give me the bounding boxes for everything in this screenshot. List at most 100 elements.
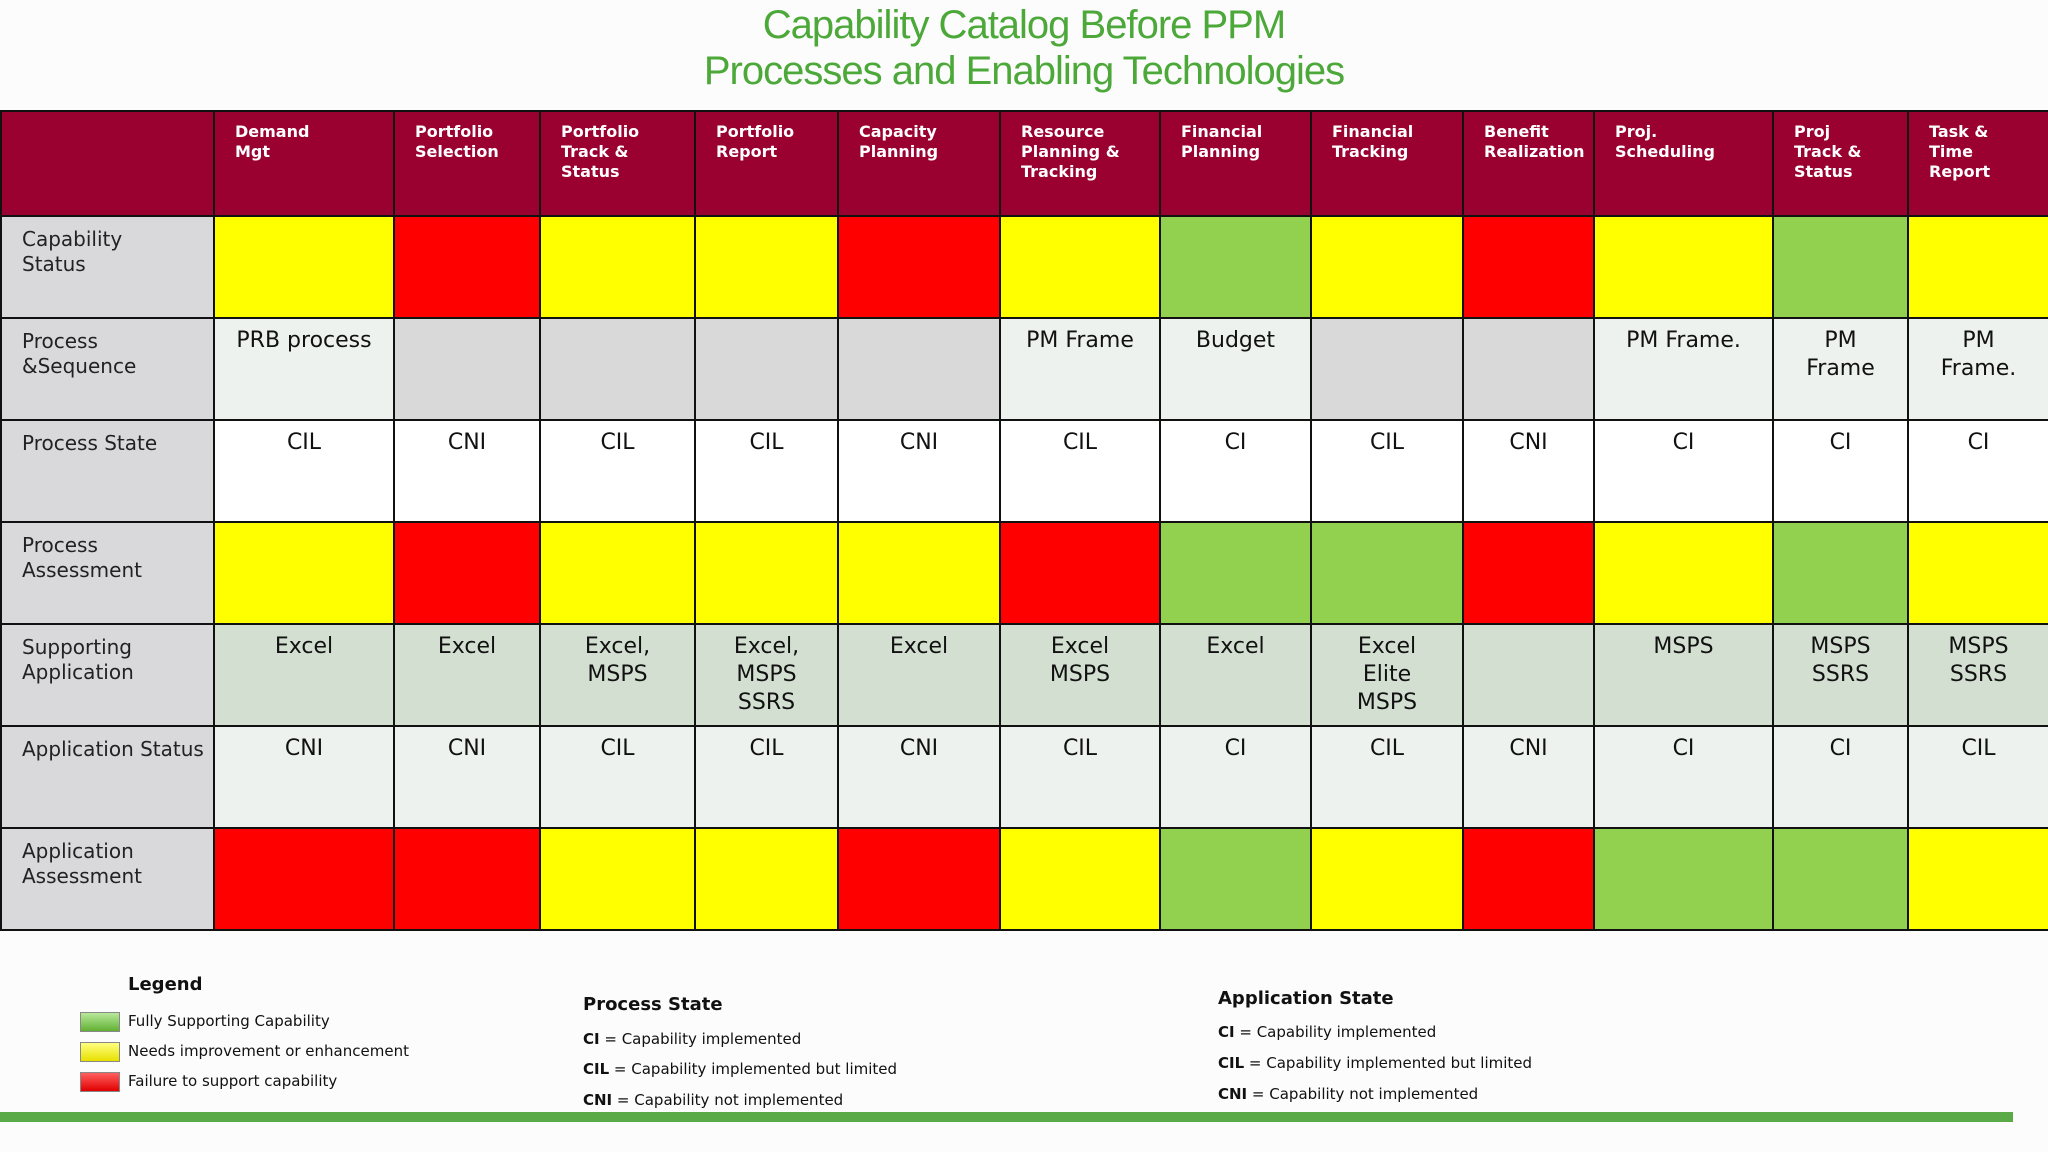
status-cell-red [213, 827, 395, 931]
status-cell-yellow [539, 215, 696, 319]
header-row: Demand Mgt Portfolio Selection Portfolio… [0, 110, 2048, 217]
column-header: Portfolio Track & Status [539, 110, 696, 217]
row-header: Process State [0, 419, 215, 523]
process-state-ci: CI = Capability implemented [583, 1030, 802, 1048]
column-header: Proj. Scheduling [1593, 110, 1774, 217]
table-cell: CIL [539, 419, 696, 523]
status-cell-red [393, 215, 541, 319]
page-title: Capability Catalog Before PPM [762, 3, 1286, 47]
header-corner [0, 110, 215, 217]
status-cell-green [1159, 827, 1312, 931]
process-state-cil: CIL = Capability implemented but limited [583, 1060, 898, 1078]
table-row: Process &Sequence PRB process PM Frame Budg… [0, 317, 2048, 421]
column-header: Financial Planning [1159, 110, 1312, 217]
status-cell-green [1772, 215, 1909, 319]
legend-title: Legend [128, 974, 203, 995]
table-cell: Excel [1159, 623, 1312, 727]
table-cell: CI [1159, 725, 1312, 829]
column-header: Proj Track & Status [1772, 110, 1909, 217]
status-cell-yellow [1907, 521, 2048, 625]
table-cell: CI [1772, 725, 1909, 829]
status-cell-yellow [1907, 215, 2048, 319]
row-header: Application Status [0, 725, 215, 829]
table-cell: Budget [1159, 317, 1312, 421]
table-cell: CIL [694, 419, 839, 523]
table-row: Application Status CNI CNI CIL CIL CNI CIL CI CI… [0, 725, 2048, 829]
table-cell: Excel [837, 623, 1001, 727]
status-cell-green [1772, 827, 1909, 931]
column-header: Benefit Realization [1462, 110, 1595, 217]
table-cell: CNI [837, 725, 1001, 829]
table-cell [393, 317, 541, 421]
row-header: Supporting Application [0, 623, 215, 727]
table-cell: CI [1772, 419, 1909, 523]
application-state-title: Application State [1218, 988, 1394, 1009]
status-cell-red [1462, 827, 1595, 931]
row-header: Process &Sequence [0, 317, 215, 421]
table-cell: CNI [393, 419, 541, 523]
application-state-cil: CIL = Capability implemented but limited [1218, 1054, 1533, 1072]
status-cell-red [837, 827, 1001, 931]
status-cell-yellow [694, 521, 839, 625]
table-cell: MSPS SSRS [1772, 623, 1909, 727]
legend-swatch-yellow [80, 1042, 120, 1062]
table-cell [1462, 317, 1595, 421]
table-row: Supporting Application Excel Excel Excel, M… [0, 623, 2048, 727]
process-state-title: Process State [583, 994, 723, 1015]
process-state-cni: CNI = Capability not implemented [583, 1091, 844, 1109]
table-cell: PRB process [213, 317, 395, 421]
table-cell [1310, 317, 1464, 421]
status-cell-yellow [999, 215, 1161, 319]
table-cell: Excel Elite MSPS [1310, 623, 1464, 727]
status-cell-yellow [999, 827, 1161, 931]
column-header: Demand Mgt [213, 110, 395, 217]
status-cell-yellow [837, 521, 1001, 625]
status-cell-yellow [539, 827, 696, 931]
status-cell-green [1593, 827, 1774, 931]
application-state-ci: CI = Capability implemented [1218, 1023, 1437, 1041]
status-cell-yellow [1310, 215, 1464, 319]
table-cell: CNI [393, 725, 541, 829]
table-cell: CIL [999, 419, 1161, 523]
column-header: Capacity Planning [837, 110, 1001, 217]
table-cell: CIL [1907, 725, 2048, 829]
table-cell: Excel MSPS [999, 623, 1161, 727]
table-cell: CNI [837, 419, 1001, 523]
row-header: Process Assessment [0, 521, 215, 625]
table-cell [694, 317, 839, 421]
table-cell [1462, 623, 1595, 727]
table-cell [539, 317, 696, 421]
table-cell: Excel [213, 623, 395, 727]
column-header: Resource Planning & Tracking [999, 110, 1161, 217]
status-cell-yellow [1593, 521, 1774, 625]
table-row: Process State CIL CNI CIL CIL CNI CIL CI CIL CNI C… [0, 419, 2048, 523]
table-cell: CI [1593, 419, 1774, 523]
application-state-cni: CNI = Capability not implemented [1218, 1085, 1479, 1103]
table-body: Capability Status Process &Sequence PRB pr… [0, 215, 2048, 931]
status-cell-yellow [1310, 827, 1464, 931]
table-cell: CNI [1462, 725, 1595, 829]
row-header: Application Assessment [0, 827, 215, 931]
table-cell: MSPS SSRS [1907, 623, 2048, 727]
status-cell-yellow [694, 215, 839, 319]
status-cell-yellow [1593, 215, 1774, 319]
status-cell-yellow [539, 521, 696, 625]
table-cell: PM Frame. [1907, 317, 2048, 421]
capability-table: Demand Mgt Portfolio Selection Portfolio… [0, 110, 2048, 931]
table-cell: CI [1907, 419, 2048, 523]
column-header: Portfolio Report [694, 110, 839, 217]
table-cell: CI [1593, 725, 1774, 829]
table-cell: CIL [1310, 419, 1464, 523]
table-cell: CIL [539, 725, 696, 829]
table-cell: MSPS [1593, 623, 1774, 727]
status-cell-red [393, 827, 541, 931]
status-cell-red [393, 521, 541, 625]
table-cell: CNI [1462, 419, 1595, 523]
table-row: Process Assessment [0, 521, 2048, 625]
table-cell: CI [1159, 419, 1312, 523]
status-cell-yellow [694, 827, 839, 931]
status-cell-yellow [213, 215, 395, 319]
status-cell-green [1159, 521, 1312, 625]
status-cell-red [1462, 215, 1595, 319]
table-cell: PM Frame [1772, 317, 1909, 421]
